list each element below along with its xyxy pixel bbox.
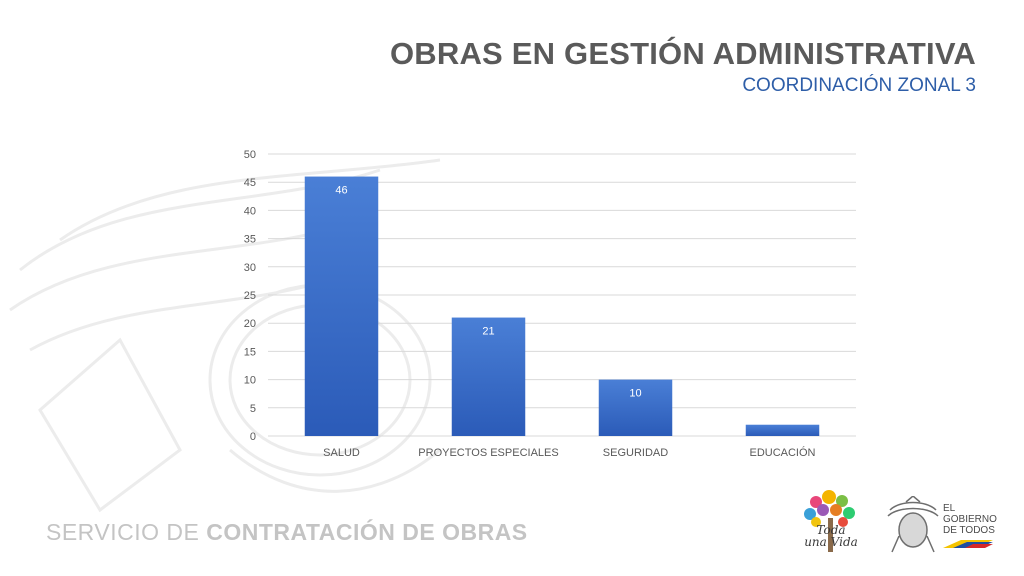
y-tick-label: 50 [244, 149, 256, 161]
y-tick-label: 10 [244, 375, 256, 387]
y-tick-label: 45 [244, 177, 256, 189]
bar-salud [304, 176, 379, 436]
logo-text-toda: Toda [816, 523, 846, 537]
x-axis-ticks: SALUD PROYECTOS ESPECIALES SEGURIDAD EDUCAC… [323, 446, 815, 459]
bars [304, 176, 820, 436]
bar-seguridad [598, 379, 673, 436]
y-tick-label: 15 [244, 346, 256, 358]
x-tick-label: SEGURIDAD [603, 447, 668, 459]
data-label: 46 [335, 185, 347, 197]
y-tick-label: 35 [244, 234, 256, 246]
y-tick-label: 20 [244, 318, 256, 330]
bar-chart: 0 5 10 15 20 25 30 35 40 45 50 46 21 10 SALUD PROYECT… [244, 149, 856, 459]
y-tick-label: 40 [244, 205, 256, 217]
y-tick-label: 0 [250, 431, 256, 443]
slide-title: OBRAS EN GESTIÓN ADMINISTRATIVA [389, 36, 976, 71]
y-tick-label: 5 [250, 403, 256, 415]
tree-icon [804, 490, 855, 552]
footer-brand: SERVICIO DE CONTRATACIÓN DE OBRAS [46, 519, 528, 546]
x-tick-label: SALUD [323, 447, 360, 459]
y-tick-label: 30 [244, 262, 256, 274]
national-coat-of-arms-icon [887, 496, 939, 553]
toda-una-vida-logo: Toda una Vida [796, 488, 866, 558]
gobierno-logo-text: EL GOBIERNO DE TODOS [943, 503, 997, 536]
x-tick-label: PROYECTOS ESPECIALES [418, 447, 558, 459]
bar-educación [745, 424, 820, 436]
data-label: 21 [482, 326, 494, 338]
data-labels: 46 21 10 [335, 185, 641, 400]
y-tick-label: 25 [244, 290, 256, 302]
logo-text-una: una [804, 535, 827, 549]
footer-brand-bold: CONTRATACIÓN DE OBRAS [206, 519, 528, 545]
tricolor-stripe-icon [943, 540, 993, 548]
bar-proyectos-especiales [451, 317, 526, 436]
logo-text-vida: Vida [830, 535, 858, 549]
x-tick-label: EDUCACIÓN [749, 446, 815, 459]
slide-subtitle: COORDINACIÓN ZONAL 3 [742, 75, 976, 96]
data-label: 10 [629, 388, 641, 400]
y-axis-ticks: 0 5 10 15 20 25 30 35 40 45 50 [244, 149, 256, 443]
footer-brand-light: SERVICIO DE [46, 519, 207, 545]
